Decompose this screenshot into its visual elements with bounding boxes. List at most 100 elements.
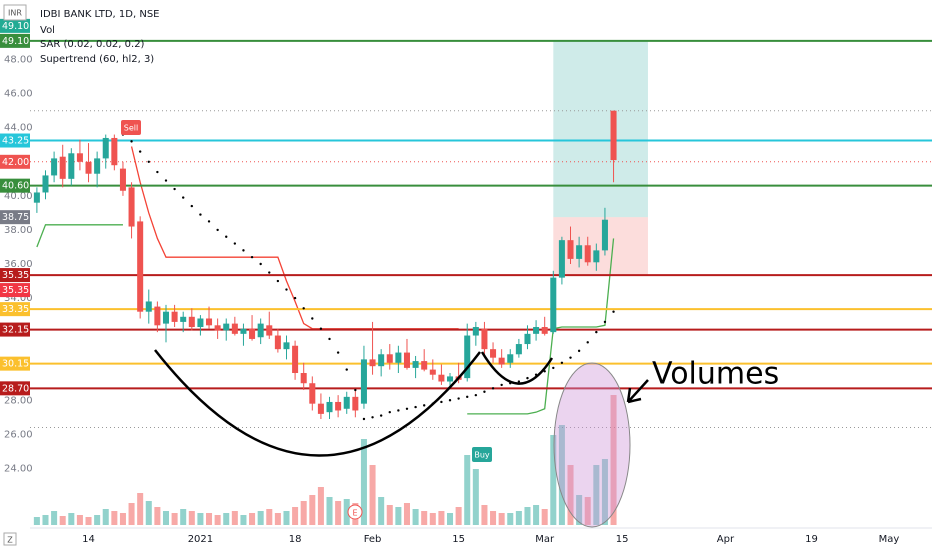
volume-bar [85, 517, 92, 525]
candle-body [214, 325, 221, 331]
corner-label: Z [7, 536, 13, 545]
candle-body [352, 396, 359, 411]
sar-dot [147, 160, 150, 164]
y-tick-label: 38.00 [4, 225, 33, 236]
x-tick-label: Feb [364, 534, 382, 545]
volume-bar [472, 469, 479, 525]
volume-bar [515, 511, 522, 525]
candle-body [266, 325, 273, 336]
price-tag-label: 38.75 [2, 212, 29, 223]
candle-body [386, 354, 393, 363]
candle-body [447, 376, 454, 382]
volume-bar [541, 509, 548, 525]
price-tag [0, 154, 30, 169]
volume-bar [335, 501, 342, 525]
sar-dot [560, 361, 564, 364]
sar-dot [388, 410, 391, 414]
volume-bar [601, 459, 608, 525]
candle-body [240, 328, 247, 334]
candle-body [481, 328, 488, 350]
candle-body [335, 401, 342, 411]
sar-dot [483, 390, 486, 393]
volume-bar [240, 515, 247, 525]
sar-dot [268, 271, 271, 274]
volumes-annotation: Volumes [652, 357, 779, 392]
sar-dot [311, 317, 314, 320]
volume-bar [111, 511, 118, 525]
candle-body [231, 323, 238, 334]
price-tag-label: 43.25 [2, 136, 29, 147]
candle-body [533, 327, 540, 334]
volume-bar [162, 511, 170, 525]
sar-dot [474, 393, 478, 397]
candle-body [162, 311, 170, 324]
candle-body [128, 187, 135, 227]
candle-body [369, 359, 376, 367]
volume-bar [154, 507, 161, 525]
sar-dot [250, 255, 254, 259]
x-tick-label: 15 [452, 534, 465, 545]
volume-bar [567, 465, 574, 525]
volume-bar [317, 487, 324, 525]
x-tick-label: 2021 [188, 534, 213, 545]
handle-drawing [480, 351, 554, 385]
candle-body [292, 345, 299, 374]
volume-bar [274, 513, 281, 525]
price-tag [0, 322, 30, 337]
candle-body [76, 153, 83, 162]
volume-bar [386, 505, 393, 525]
candle-body [403, 352, 410, 368]
volume-bar [137, 493, 144, 525]
volume-bar [171, 513, 178, 525]
candle-body [378, 354, 385, 367]
volume-bar [429, 513, 436, 525]
candle-body [171, 311, 178, 322]
price-tag [0, 356, 30, 371]
volume-bar [447, 513, 454, 525]
sar-dot [225, 235, 228, 238]
candle-body [360, 359, 367, 404]
supertrend-line [36, 224, 615, 415]
candle-body [137, 221, 144, 312]
volume-bar [128, 503, 135, 525]
candle-body [42, 175, 49, 193]
event-marker [347, 504, 363, 520]
currency-label: INR [8, 9, 22, 18]
volume-bar [309, 495, 316, 525]
volume-bar [498, 513, 505, 525]
sar-dot [577, 349, 581, 353]
volume-bar [188, 511, 195, 525]
candle-body [206, 318, 213, 326]
price-tag-label: 35.35 [2, 270, 29, 281]
candle-body [541, 327, 548, 334]
price-tag [0, 283, 30, 298]
volume-bar [464, 455, 471, 525]
sar-dot [552, 366, 555, 370]
y-tick-label: 40.00 [4, 191, 33, 202]
sar-dot [466, 395, 469, 399]
volume-bar [360, 439, 367, 525]
sar-dot [207, 220, 211, 223]
volume-bar [395, 507, 402, 525]
sar-dot [362, 417, 366, 421]
candle-body [558, 240, 565, 278]
sar-dot [379, 414, 383, 417]
candle-body [550, 277, 557, 333]
price-tag-label: 42.00 [2, 157, 29, 168]
candle-body [490, 349, 497, 358]
corner-box [3, 532, 17, 546]
candle-body [309, 383, 316, 404]
volume-bar [231, 511, 238, 525]
volume-bar [68, 513, 75, 525]
cup-drawing [154, 349, 481, 457]
candle-body [429, 369, 436, 375]
y-tick-label: 28.00 [4, 395, 33, 406]
candle-body [421, 361, 428, 370]
volume-bar [576, 495, 583, 525]
sar-dot [233, 242, 237, 245]
volume-bar [214, 515, 221, 525]
sell-label: Sell [124, 124, 138, 133]
price-tag [0, 133, 30, 148]
sar-dot [422, 404, 426, 407]
volume-bar [102, 509, 109, 525]
